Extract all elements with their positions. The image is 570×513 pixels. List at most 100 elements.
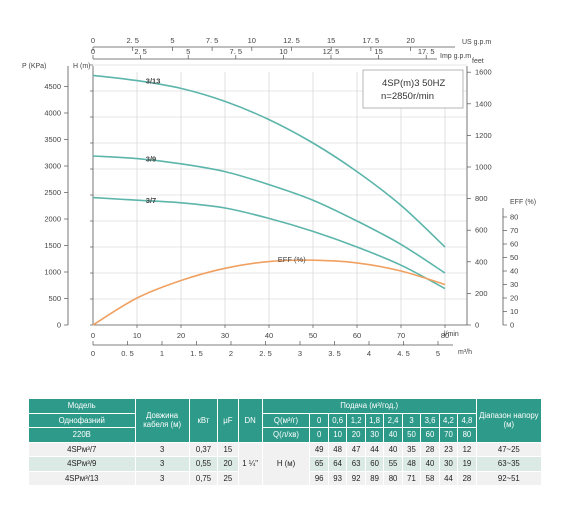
x-tick-label-60: 60 [353,331,361,340]
cell-h-value: 92 [346,470,366,486]
header-l-label: Q(л/хв) [261,427,311,443]
header-kw: кВт [188,398,219,443]
x-tick-label-40: 40 [265,331,273,340]
ft-tick-label-1000: 1000 [475,163,492,172]
cell-h-value: 63 [346,456,366,472]
m3-tick-label-5: 2. 5 [259,349,272,358]
m3-tick-label-8: 4 [367,349,371,358]
m3-tick-label-6: 3 [298,349,302,358]
cell-h-value: 48 [401,456,422,472]
ft-tick-label-200: 200 [475,289,488,298]
imp-axis-label: Imp g.p.m [440,53,471,60]
x-tick-label-origin: 0 [91,331,95,340]
eff-tick-label-80: 80 [510,213,518,222]
m3-tick-label-2: 1 [160,349,164,358]
eff-tick-label-10: 10 [510,307,518,316]
eff-tick-label-30: 30 [510,280,518,289]
cell-model: 4SPм³/9 [28,456,136,472]
cell-h-value: 47 [346,441,366,457]
cell-kw: 0,37 [188,441,219,457]
cell-dn: 1 ¼" [237,441,263,486]
header-l-value-4: 40 [383,427,403,443]
curve-3-13 [92,74,446,248]
header-q-value-1: 0,6 [327,412,348,428]
chart-grid [93,64,467,325]
m3-tick-label-7: 3. 5 [328,349,341,358]
cell-kw: 0,55 [188,456,219,472]
cell-h-value: 28 [420,441,440,457]
header-cable: Довжина кабеля (м) [134,398,190,443]
header-flow: Подача (м³/год.) [261,398,477,414]
us-tick-label-4: 10 [248,36,256,45]
cell-h-value: 58 [420,470,440,486]
eff-tick-label-0: 0 [510,321,514,330]
p-tick-label-2500: 2500 [44,188,61,197]
cell-kw: 0,75 [188,470,219,486]
cell-h-value: 64 [327,456,348,472]
cell-model: 4SPм³/13 [28,470,136,486]
cell-range: 47~25 [475,441,543,457]
ft-tick-label-400: 400 [475,257,488,266]
header-l-value-2: 20 [346,427,366,443]
cell-cable: 3 [134,441,190,457]
curve-label-3-9: 3/9 [146,155,156,164]
p-tick-label-0: 0 [57,321,61,330]
eff-tick-label-50: 50 [510,253,518,262]
header-q-value-0: 0 [309,412,329,428]
p-tick-label-3500: 3500 [44,135,61,144]
x-tick-label-50: 50 [309,331,317,340]
imp-tick-label-1: 2. 5 [134,47,147,56]
curve-eff [92,259,446,326]
header-model-sub: Однофазний [28,412,136,428]
pump-performance-chart: 0500100015002000250030003500400045000200… [22,36,536,358]
imp-tick-label-5: 12. 5 [323,47,340,56]
x-tick-label-30: 30 [221,331,229,340]
p-tick-label-3000: 3000 [44,162,61,171]
imp-tick-label-2: 5 [186,47,190,56]
x-tick-label-70: 70 [397,331,405,340]
header-l-value-3: 30 [364,427,385,443]
header-model: Модель [28,398,136,414]
table-row: 4SPм³/9 3 0,55 20 65 64 63 60 55 48 40 30 19 63~35 [28,456,543,472]
cell-h-value: 44 [364,441,385,457]
cell-h-value: 71 [401,470,422,486]
header-q-value-6: 3,6 [420,412,440,428]
performance-table: Модель Довжина кабеля (м) кВт μF DN Пода… [28,398,543,486]
m3-tick-label-0: 0 [91,349,95,358]
cell-range: 92~51 [475,470,543,486]
us-tick-label-1: 2. 5 [126,36,139,45]
cell-h-value: 40 [383,441,403,457]
performance-table-container: Модель Довжина кабеля (м) кВт μF DN Пода… [28,398,543,486]
header-l-value-5: 50 [401,427,422,443]
cell-uf: 15 [217,441,239,457]
header-q-value-7: 4,2 [438,412,459,428]
table-row: 4SPм³/13 3 0,75 25 96 93 92 89 80 71 58 44 28 92~51 [28,470,543,486]
header-q-value-5: 3 [401,412,422,428]
imp-tick-label-4: 10 [279,47,287,56]
us-tick-label-0: 0 [91,36,95,45]
header-q-value-3: 1,8 [364,412,385,428]
curve-label-3-7: 3/7 [146,196,156,205]
cell-h-value: 55 [383,456,403,472]
cell-h-value: 19 [457,456,477,472]
cell-h-value: 93 [327,470,348,486]
p-tick-label-4500: 4500 [44,82,61,91]
header-q-value-8: 4,8 [457,412,477,428]
p-tick-label-1500: 1500 [44,241,61,250]
header-q-value-4: 2,4 [383,412,403,428]
x-axis-label: l/min [444,331,459,338]
m3-tick-label-9: 4. 5 [397,349,410,358]
cell-model: 4SPм³/7 [28,441,136,457]
model-info-title: 4SP(m)3 50HZ [382,78,446,89]
model-info-speed: n=2850r/min [381,91,434,102]
chart-curves: 3/13 3/9 3/7 EFF (%) [92,74,446,326]
curve-label-eff: EFF (%) [278,255,306,264]
cell-h-value: 44 [438,470,459,486]
cell-h-value: 80 [383,470,403,486]
curve-3-7 [92,196,446,290]
x-tick-label-10: 10 [133,331,141,340]
us-tick-label-8: 20 [406,36,414,45]
cell-h-value: 30 [438,456,459,472]
cell-h-value: 28 [457,470,477,486]
header-q-label: Q(м³/г) [261,412,311,428]
